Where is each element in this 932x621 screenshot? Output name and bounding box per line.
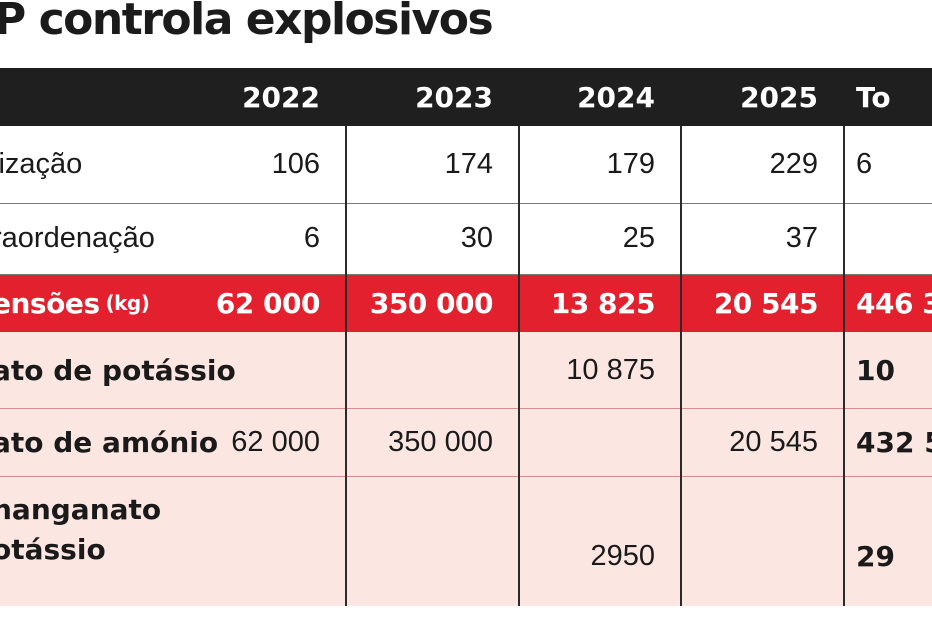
table-row: raordenação 6 30 25 37 xyxy=(0,203,932,274)
row-label-unit: (kg) xyxy=(105,291,150,315)
row-divider xyxy=(0,274,932,275)
header-year-2025: 2025 xyxy=(740,80,818,114)
column-divider xyxy=(345,126,347,606)
cell-2025: 20 545 xyxy=(713,286,819,320)
cell-total xyxy=(844,203,932,274)
column-divider xyxy=(843,126,845,606)
table-row: lização 106 174 179 229 6 xyxy=(0,126,932,203)
row-label-text: ensões xyxy=(0,286,100,320)
cell-2024: 13 825 xyxy=(550,286,656,320)
row-label: ato de potássio xyxy=(0,353,236,387)
cell-2023: 30 xyxy=(460,222,493,254)
cell-total: 432 5 xyxy=(856,425,932,459)
row-divider xyxy=(0,203,932,204)
header-total: To xyxy=(856,80,891,114)
cell-2024: 179 xyxy=(606,148,655,180)
cell-2022: 62 000 xyxy=(215,286,321,320)
row-divider xyxy=(0,476,932,477)
cell-2022 xyxy=(196,332,346,408)
header-year-2023: 2023 xyxy=(415,80,493,114)
table-row-highlight: ensões (kg) 62 000 350 000 13 825 20 545 … xyxy=(0,274,932,332)
cell-2024: 10 875 xyxy=(566,353,655,386)
table-row: ato de amónio 62 000 350 000 20 545 432 … xyxy=(0,408,932,476)
cell-2023 xyxy=(346,476,519,606)
cell-2025 xyxy=(681,332,844,408)
row-label: raordenação xyxy=(0,222,155,254)
row-label: ensões (kg) xyxy=(0,274,150,332)
cell-2025: 229 xyxy=(769,148,818,180)
header-year-2024: 2024 xyxy=(577,80,655,114)
cell-2024: 25 xyxy=(622,222,655,254)
row-label: lização xyxy=(0,148,83,180)
cell-2025: 20 545 xyxy=(729,425,818,458)
cell-2023: 350 000 xyxy=(388,425,493,458)
row-divider xyxy=(0,408,932,409)
table-row: ato de potássio 10 875 10 xyxy=(0,332,932,408)
cell-total: 10 xyxy=(856,353,895,387)
cell-2024: 2950 xyxy=(590,539,655,572)
column-divider xyxy=(680,126,682,606)
page-title: P controla explosivos xyxy=(0,0,494,45)
cell-total: 6 xyxy=(856,148,873,180)
cell-total: 446 3 xyxy=(856,286,932,320)
cell-2025 xyxy=(681,476,844,606)
cell-2023: 174 xyxy=(444,148,493,180)
cell-2022: 106 xyxy=(271,148,320,180)
table-row: nanganato otássio 2950 29 xyxy=(0,476,932,606)
cell-2023: 350 000 xyxy=(369,286,494,320)
cell-2022: 62 000 xyxy=(231,425,320,458)
table-header-row: 2022 2023 2024 2025 To xyxy=(0,68,932,126)
header-year-2022: 2022 xyxy=(242,80,320,114)
cell-2025: 37 xyxy=(785,222,818,254)
cell-total: 29 xyxy=(856,539,895,573)
cell-2022 xyxy=(196,476,346,606)
cell-2024 xyxy=(519,408,681,476)
row-label: ato de amónio xyxy=(0,425,219,459)
row-label: nanganato otássio xyxy=(0,493,162,566)
cell-2022: 6 xyxy=(303,222,320,254)
column-divider xyxy=(518,126,520,606)
cell-2023 xyxy=(346,332,519,408)
